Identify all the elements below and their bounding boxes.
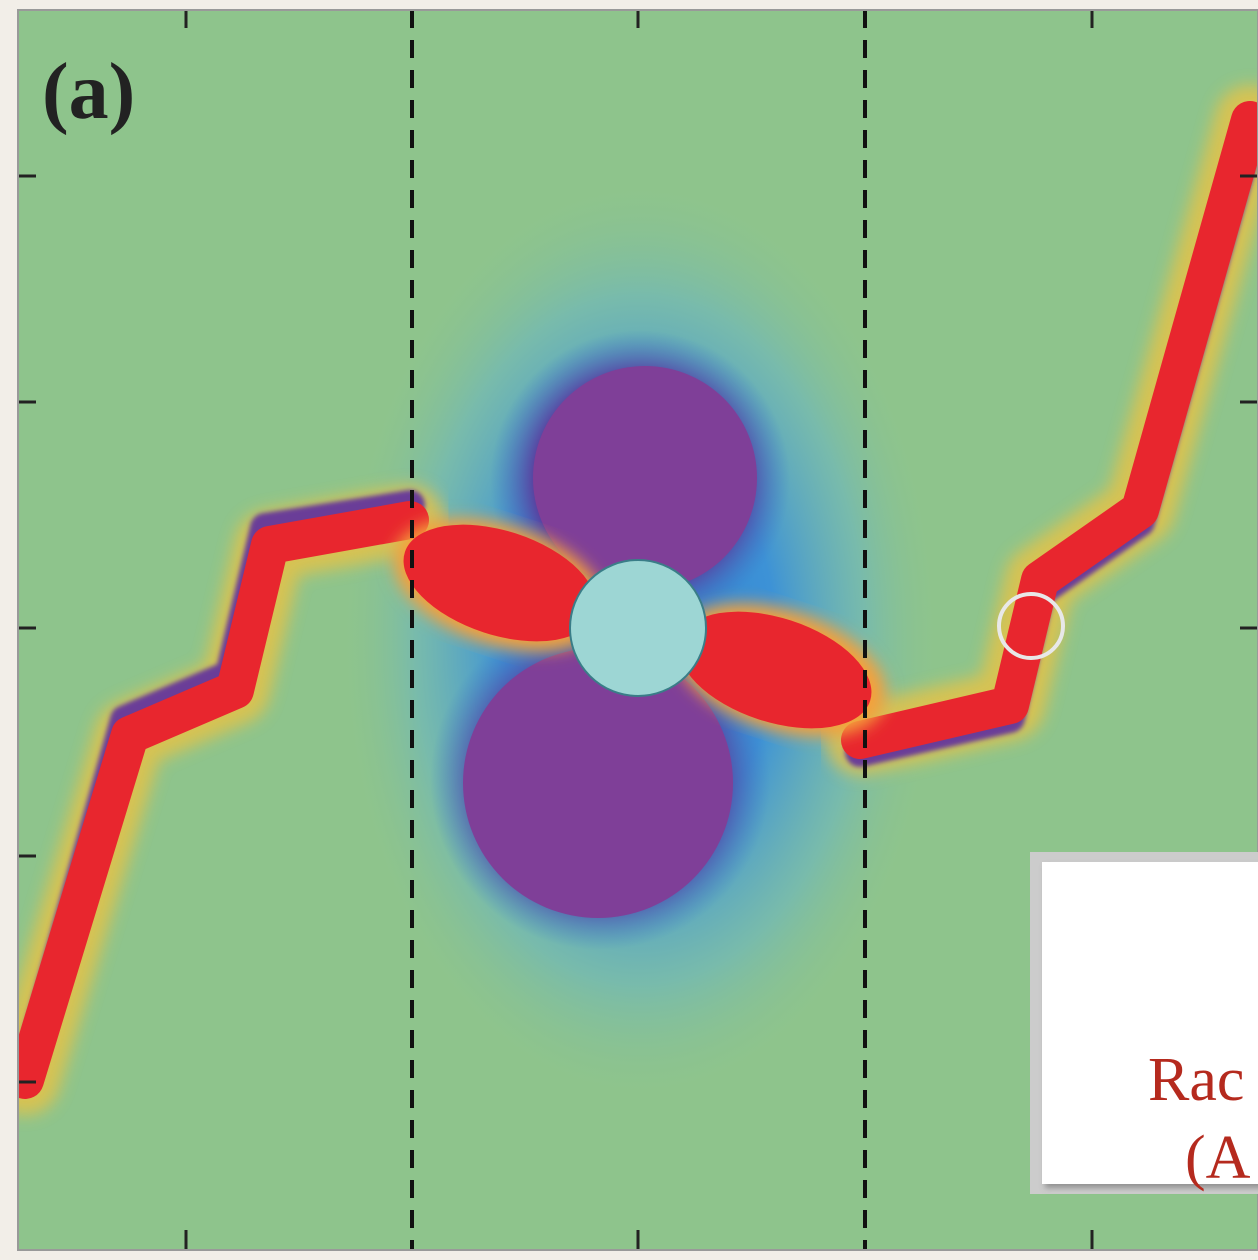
page: (a) Rac (A (() => { const data = JSON.pa… [0,0,1258,1260]
figure: (a) Rac (A [0,0,1258,1260]
legend-text: (A [1185,1124,1251,1192]
panel-label: (a) [42,48,135,136]
legend-text: Rac [1148,1046,1244,1114]
